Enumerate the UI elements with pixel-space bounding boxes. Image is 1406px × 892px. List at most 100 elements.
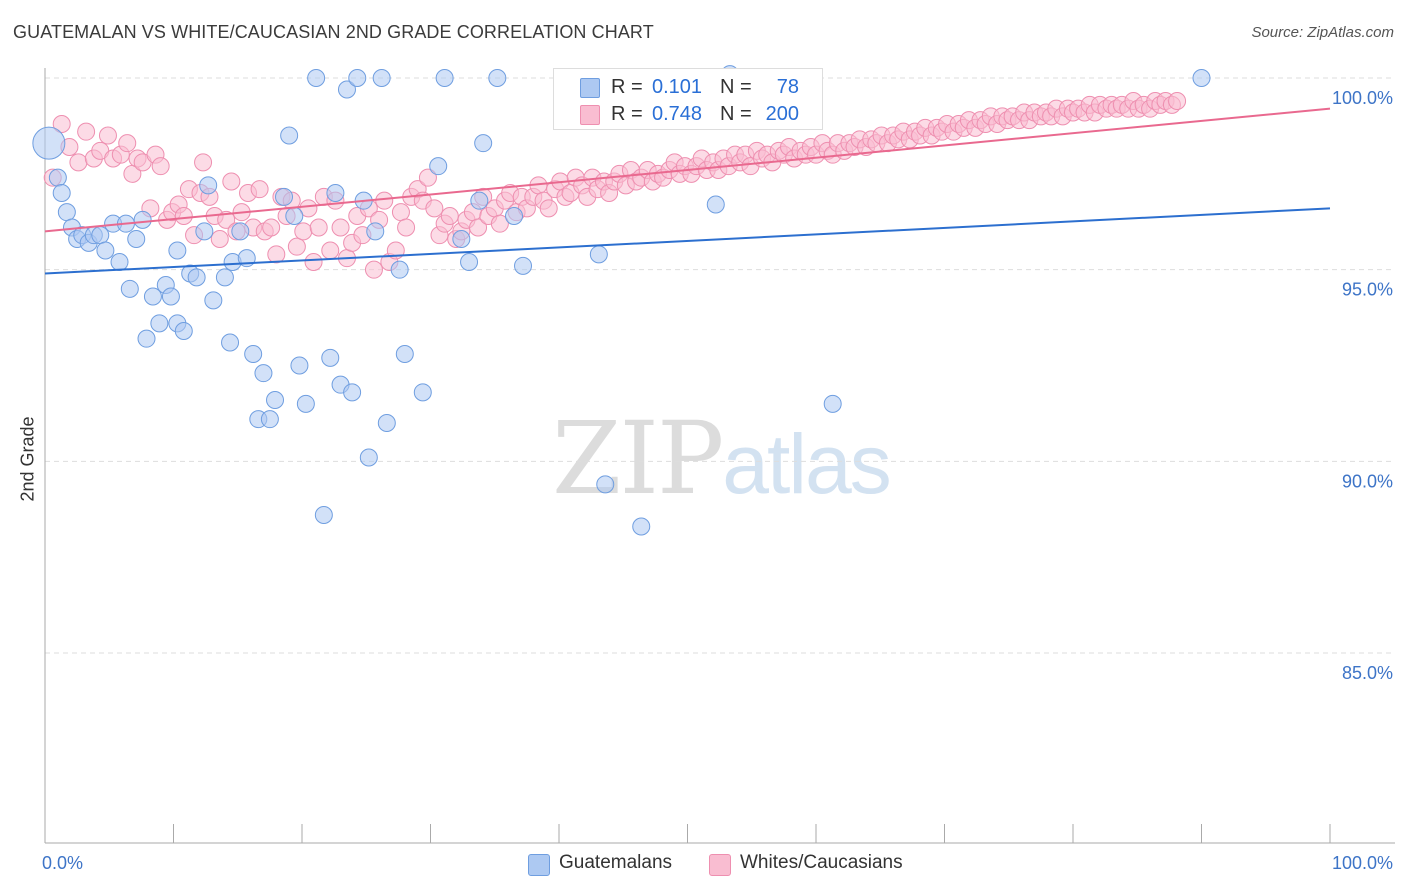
data-point-guatemalans xyxy=(266,391,285,409)
data-point-guatemalans xyxy=(337,80,356,99)
data-point-whites xyxy=(321,241,340,260)
data-point-whites xyxy=(267,245,286,264)
data-point-guatemalans xyxy=(127,230,146,248)
data-point-guatemalans xyxy=(244,345,263,363)
data-point-whites xyxy=(309,218,328,237)
bottom-legend-label: Guatemalans xyxy=(559,852,673,873)
bottom-legend-swatch-blue xyxy=(528,854,550,876)
tick-labels: 100.0% 95.0% 90.0% 85.0% 0.0% 100.0% xyxy=(42,88,1393,873)
data-point-whites xyxy=(490,214,509,233)
data-point-whites xyxy=(52,115,71,133)
x-tick-label: 0.0% xyxy=(42,853,83,873)
data-point-whites xyxy=(299,199,318,218)
data-point-whites xyxy=(304,253,323,271)
trend-line-guatemalans xyxy=(44,207,1331,275)
data-point-guatemalans xyxy=(275,187,294,206)
legend-n-value: 200 xyxy=(765,103,799,125)
data-point-guatemalans xyxy=(460,253,479,271)
data-point-guatemalans xyxy=(143,287,162,306)
data-point-whites xyxy=(98,126,117,145)
data-point-guatemalans xyxy=(505,207,524,225)
data-point-whites xyxy=(539,199,558,218)
data-point-whites xyxy=(1168,92,1187,110)
data-point-guatemalans xyxy=(377,414,396,432)
data-point-guatemalans xyxy=(52,184,71,202)
y-tick-label: 100.0% xyxy=(1332,88,1393,108)
data-point-whites xyxy=(375,191,394,210)
data-point-whites xyxy=(397,218,416,237)
watermark: ZIPatlas xyxy=(552,400,892,517)
data-point-guatemalans xyxy=(413,383,432,402)
y-axis-label: 2nd Grade xyxy=(17,416,38,502)
data-point-guatemalans xyxy=(372,69,391,87)
data-point-guatemalans xyxy=(110,253,129,271)
data-point-guatemalans xyxy=(359,448,378,467)
data-point-guatemalans xyxy=(133,210,152,229)
data-point-guatemalans xyxy=(390,260,409,279)
legend-row-whites: R = 0.748 N = 200 xyxy=(554,100,824,128)
data-point-guatemalans xyxy=(589,245,608,264)
legend-r-label: R = xyxy=(611,76,643,98)
data-point-guatemalans xyxy=(452,230,471,248)
data-point-guatemalans xyxy=(174,322,193,340)
bottom-legend-swatch-pink xyxy=(709,854,731,876)
data-point-guatemalans xyxy=(96,241,115,260)
data-point-guatemalans xyxy=(215,268,234,287)
data-point-guatemalans xyxy=(32,126,66,160)
watermark-atlas: atlas xyxy=(722,417,891,511)
bottom-legend-label: Whites/Caucasians xyxy=(740,852,903,873)
data-point-whites xyxy=(174,207,193,225)
data-point-guatemalans xyxy=(280,126,299,145)
data-point-guatemalans xyxy=(307,69,326,87)
legend-r-value: 0.748 xyxy=(652,103,703,125)
data-point-whites xyxy=(217,210,236,229)
y-tick-label: 95.0% xyxy=(1342,280,1393,300)
y-tick-label: 90.0% xyxy=(1342,471,1393,491)
data-point-whites xyxy=(210,230,229,248)
data-point-guatemalans xyxy=(429,157,448,176)
data-point-guatemalans xyxy=(366,222,385,241)
legend-r-label: R = xyxy=(611,103,643,125)
data-point-guatemalans xyxy=(48,168,67,187)
data-point-whites xyxy=(391,203,410,222)
data-point-whites xyxy=(194,153,213,172)
data-point-guatemalans xyxy=(823,394,842,413)
data-point-guatemalans xyxy=(204,291,223,310)
data-point-whites xyxy=(151,157,170,176)
data-point-guatemalans xyxy=(706,195,725,214)
data-point-whites xyxy=(222,172,241,191)
data-point-guatemalans xyxy=(260,410,279,429)
data-point-guatemalans xyxy=(254,364,273,383)
data-point-guatemalans xyxy=(290,356,309,375)
data-point-whites xyxy=(364,260,383,279)
data-point-guatemalans xyxy=(314,506,333,524)
chart-title: GUATEMALAN VS WHITE/CAUCASIAN 2ND GRADE … xyxy=(13,22,654,42)
data-point-guatemalans xyxy=(285,207,304,225)
data-point-guatemalans xyxy=(321,348,340,367)
data-point-whites xyxy=(262,218,281,237)
data-point-guatemalans xyxy=(343,383,362,402)
data-point-whites xyxy=(69,153,88,172)
axes xyxy=(44,68,1395,844)
trend-line-whites xyxy=(44,107,1331,233)
data-point-guatemalans xyxy=(348,69,367,87)
data-point-guatemalans xyxy=(326,184,345,202)
data-point-guatemalans xyxy=(596,475,615,494)
trend-lines xyxy=(44,107,1331,275)
data-point-guatemalans xyxy=(195,222,214,241)
data-point-guatemalans xyxy=(435,69,454,87)
watermark-zip: ZIP xyxy=(552,400,724,517)
data-point-guatemalans xyxy=(296,394,315,413)
legend-swatch-blue xyxy=(580,78,600,98)
data-point-guatemalans xyxy=(187,268,206,287)
data-point-guatemalans xyxy=(474,134,493,153)
legend-r-value: 0.101 xyxy=(652,76,703,98)
data-point-whites xyxy=(77,122,96,141)
data-point-whites xyxy=(469,218,488,237)
legend-n-label: N = xyxy=(720,76,752,98)
data-point-guatemalans xyxy=(231,222,250,241)
source-credit: Source: ZipAtlas.com xyxy=(1251,24,1394,41)
legend-swatch-pink xyxy=(580,105,600,125)
data-point-guatemalans xyxy=(395,345,414,363)
